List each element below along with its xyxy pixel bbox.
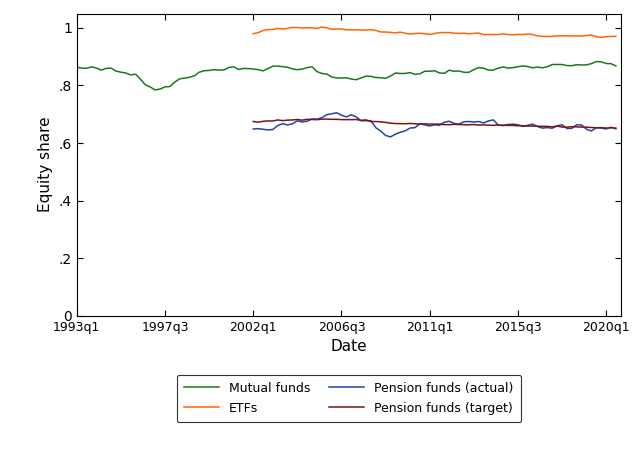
- Line: Pension funds (target): Pension funds (target): [253, 119, 616, 128]
- ETFs: [543, 34, 551, 39]
- Mutual funds: [612, 63, 620, 69]
- ETFs: [250, 31, 257, 37]
- Pension funds (target): [250, 119, 257, 124]
- Pension funds (target): [612, 125, 620, 131]
- Pension funds (target): [543, 124, 551, 129]
- Line: ETFs: ETFs: [253, 27, 616, 37]
- ETFs: [279, 26, 287, 32]
- Y-axis label: Equity share: Equity share: [38, 117, 53, 212]
- Pension funds (target): [553, 123, 561, 129]
- Pension funds (actual): [582, 126, 590, 132]
- Line: Pension funds (actual): Pension funds (actual): [253, 113, 616, 137]
- ETFs: [612, 34, 620, 39]
- Pension funds (actual): [250, 126, 257, 132]
- Mutual funds: [279, 64, 287, 69]
- ETFs: [578, 33, 586, 39]
- Mutual funds: [200, 68, 208, 74]
- Line: Mutual funds: Mutual funds: [77, 62, 616, 90]
- Pension funds (target): [578, 124, 586, 130]
- Mutual funds: [392, 70, 399, 76]
- Pension funds (actual): [612, 126, 620, 132]
- ETFs: [538, 34, 546, 39]
- Pension funds (actual): [543, 125, 551, 130]
- Mutual funds: [593, 59, 600, 64]
- ETFs: [553, 33, 561, 39]
- X-axis label: Date: Date: [330, 339, 367, 354]
- Mutual funds: [328, 74, 335, 80]
- Mutual funds: [215, 68, 223, 73]
- Pension funds (actual): [387, 134, 394, 140]
- Mutual funds: [73, 64, 81, 70]
- Pension funds (actual): [548, 125, 556, 131]
- ETFs: [529, 32, 536, 37]
- Pension funds (actual): [333, 110, 340, 115]
- ETFs: [597, 35, 605, 40]
- Pension funds (actual): [558, 122, 566, 128]
- Pension funds (actual): [534, 124, 541, 129]
- Pension funds (target): [538, 124, 546, 129]
- ETFs: [318, 24, 326, 30]
- Pension funds (target): [529, 123, 536, 129]
- Legend: Mutual funds, ETFs, Pension funds (actual), Pension funds (target): Mutual funds, ETFs, Pension funds (actua…: [177, 375, 521, 422]
- Pension funds (actual): [279, 121, 287, 126]
- Pension funds (target): [279, 118, 287, 123]
- Mutual funds: [602, 61, 610, 66]
- Pension funds (target): [323, 116, 331, 122]
- Mutual funds: [152, 87, 159, 92]
